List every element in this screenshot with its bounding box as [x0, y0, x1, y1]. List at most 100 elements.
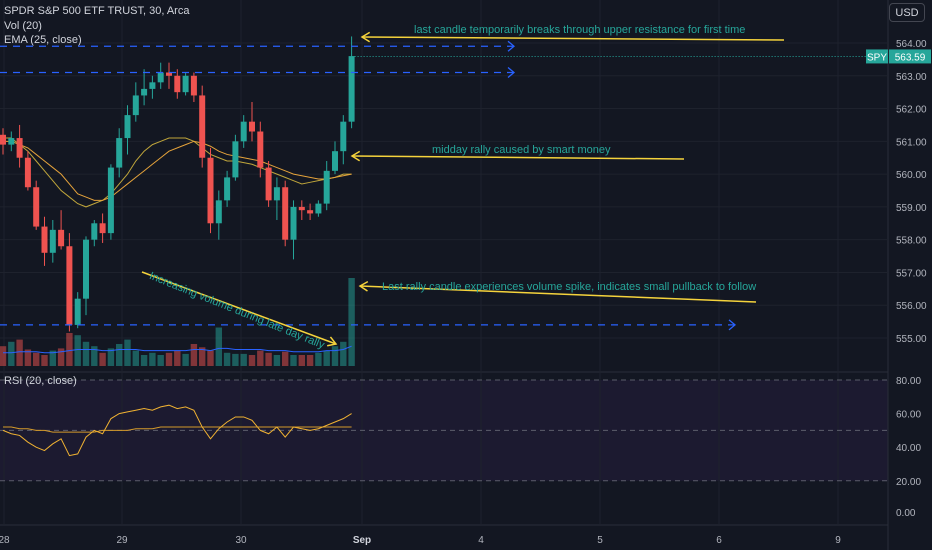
candle-body — [298, 206, 305, 211]
time-tick-label: 28 — [0, 535, 10, 546]
ema-legend[interactable]: EMA (25, close) — [4, 34, 82, 46]
price-tick-label: 557.00 — [896, 268, 927, 279]
annotation-arrow-volume-spike — [359, 285, 757, 303]
candle-body — [332, 151, 338, 171]
volume-bar — [107, 348, 115, 366]
candle-body — [58, 229, 65, 247]
volume-bar — [282, 351, 289, 366]
annotation-resistance-break: last candle temporarily breaks through u… — [414, 24, 746, 36]
volume-bar — [33, 352, 40, 366]
price-tick-label: 556.00 — [896, 301, 927, 312]
volume-bar — [66, 333, 73, 366]
volume-ma-line — [3, 345, 352, 354]
volume-bar — [165, 352, 173, 366]
volume-bar — [240, 353, 247, 366]
rsi-line — [2, 404, 352, 457]
candle-body — [49, 229, 56, 253]
resistance-arrow — [728, 319, 737, 331]
candle-body — [8, 138, 15, 145]
volume-bar — [182, 353, 189, 366]
volume-bar — [199, 347, 206, 366]
volume-bar — [273, 355, 281, 366]
rsi-tick-label: 20.00 — [896, 477, 921, 488]
price-tick-label: 564.00 — [896, 39, 927, 50]
volume-bar — [248, 355, 256, 366]
candle-body — [141, 88, 148, 96]
volume-bar — [99, 352, 106, 366]
average-price-line — [3, 137, 352, 208]
candle-body — [215, 200, 222, 224]
time-tick-label: Sep — [353, 535, 371, 546]
candle-body — [232, 141, 239, 178]
resistance-arrow — [507, 67, 516, 79]
candle-body — [91, 223, 98, 240]
candle-body — [99, 223, 106, 234]
volume-bar — [348, 278, 355, 366]
price-tag-value: 563.59 — [895, 52, 926, 63]
candle-body — [340, 121, 347, 152]
volume-bar — [290, 355, 297, 366]
volume-bar — [8, 341, 15, 366]
volume-bar — [41, 355, 48, 366]
price-tick-label: 561.00 — [896, 137, 927, 148]
annotation-arrow-increasing-volume-head — [327, 336, 338, 347]
volume-bar — [232, 353, 239, 366]
candle-body — [323, 170, 330, 204]
volume-bar — [91, 346, 98, 366]
rsi-tick-label: 80.00 — [896, 376, 921, 387]
volume-bar — [140, 355, 148, 366]
candle-body — [132, 95, 139, 116]
volume-bar — [157, 355, 164, 366]
time-tick-label: 4 — [478, 535, 484, 546]
price-tick-label: 555.00 — [896, 334, 927, 345]
annotation-arrow-volume-spike-head — [358, 280, 369, 292]
candle-body — [199, 95, 206, 158]
volume-bar — [174, 350, 181, 366]
candle-body — [249, 121, 255, 132]
symbol-legend[interactable]: SPDR S&P 500 ETF TRUST, 30, Arca — [4, 5, 190, 17]
volume-bar — [298, 355, 305, 366]
candle-body — [240, 121, 247, 142]
volume-bar — [116, 344, 123, 366]
volume-bar — [207, 350, 214, 366]
candle-body — [16, 138, 23, 158]
candle-body — [116, 138, 123, 168]
price-tick-label: 560.00 — [896, 170, 927, 181]
resistance-arrow — [507, 40, 516, 52]
price-tick-label: 562.00 — [896, 105, 927, 116]
candle-body — [224, 177, 231, 201]
volume-bar — [0, 346, 7, 366]
volume-bar — [74, 335, 81, 366]
ema-line — [3, 140, 352, 201]
rsi-legend[interactable]: RSI (20, close) — [4, 375, 77, 387]
volume-bar — [315, 352, 322, 366]
candle-body — [41, 226, 48, 253]
candle-body — [282, 187, 289, 240]
annotation-midday-rally: midday rally caused by smart money — [432, 144, 611, 156]
candle-body — [265, 167, 272, 201]
volume-bar — [265, 352, 272, 366]
candle-body — [83, 239, 89, 299]
price-tag-symbol: SPY — [867, 52, 887, 63]
volume-legend[interactable]: Vol (20) — [4, 20, 42, 32]
candle-body — [66, 246, 73, 325]
annotation-arrow-midday-head — [350, 150, 361, 162]
volume-bar — [57, 348, 65, 366]
candle-body — [24, 157, 31, 188]
candle-body — [0, 134, 6, 145]
candle-body — [257, 131, 264, 168]
price-tag-value-bg — [889, 49, 931, 64]
candle-body — [107, 167, 114, 234]
time-tick-label: 9 — [835, 535, 841, 546]
candle-body — [74, 298, 81, 325]
candle-body — [174, 75, 181, 93]
currency-button[interactable]: USD — [889, 3, 925, 22]
candle-body — [315, 203, 322, 214]
volume-bar — [223, 352, 231, 366]
volume-bar — [323, 350, 330, 366]
volume-bar — [257, 350, 264, 366]
volume-bar — [331, 346, 339, 366]
time-tick-label: 6 — [716, 535, 722, 546]
